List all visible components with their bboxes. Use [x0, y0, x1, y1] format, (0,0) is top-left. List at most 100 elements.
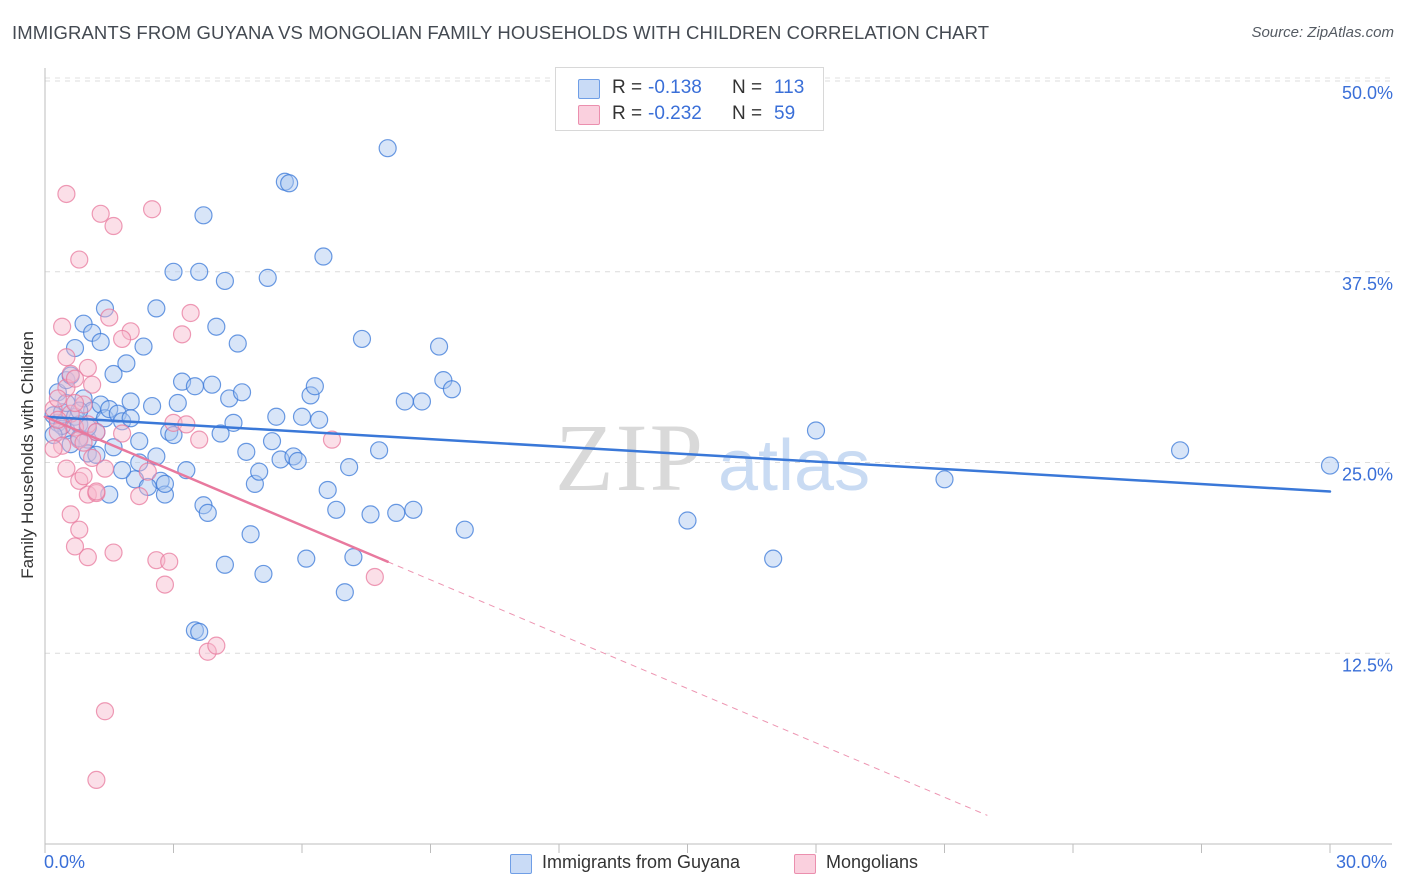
guyana-point [142, 396, 162, 416]
n-value: 113 [774, 77, 805, 98]
mongolians-point [95, 459, 115, 478]
guyana-point [935, 470, 954, 489]
y-axis-title: Family Households with Children [18, 331, 37, 579]
guyana-point [104, 364, 123, 384]
mongolians-point [207, 636, 226, 655]
guyana-point [185, 377, 205, 396]
mongolians-point [104, 216, 123, 236]
correlation-legend: R = -0.138 N = 113 R = -0.232 N = 59 [555, 67, 824, 131]
guyana-point [395, 392, 414, 411]
n-value: 59 [774, 103, 796, 124]
guyana-point [310, 410, 329, 429]
mongolians-point [65, 393, 85, 413]
guyana-point [121, 392, 140, 411]
guyana-point [387, 503, 406, 522]
guyana-point [262, 432, 282, 451]
guyana-point [215, 555, 234, 574]
mongolians-trend-extension [387, 561, 988, 816]
guyana-point [112, 461, 132, 480]
mongolians-point [142, 200, 162, 219]
r-label: R = [612, 77, 643, 98]
bottom-legend-label-guyana: Immigrants from Guyana [542, 852, 741, 872]
guyana-point [340, 458, 359, 477]
mongolians-point [91, 204, 110, 223]
guyana-point [211, 424, 230, 443]
y-tick-label: 25.0% [1342, 465, 1393, 485]
guyana-point [1320, 456, 1340, 475]
mongolians-point [78, 548, 97, 567]
guyana-point [442, 380, 462, 399]
guyana-point [429, 337, 449, 356]
mongolians-point [65, 369, 85, 388]
guyana-point [121, 409, 140, 428]
guyana-point [164, 262, 183, 281]
guyana-point [100, 400, 119, 419]
guyana-point [215, 271, 234, 291]
mongolians-point [57, 348, 76, 367]
guyana-point [254, 564, 273, 584]
guyana-point [361, 505, 380, 524]
guyana-point [335, 583, 354, 602]
mongolians-point [190, 430, 209, 449]
mongolians-point [87, 482, 106, 501]
r-value: -0.138 [648, 77, 702, 98]
guyana-point [207, 317, 226, 336]
mongolians-point [130, 486, 149, 506]
guyana-point [237, 442, 256, 461]
mongolians-point [83, 375, 102, 394]
mongolians-point [104, 543, 123, 562]
guyana-point [344, 548, 363, 567]
guyana-point [370, 441, 389, 460]
mongolians-point [181, 303, 200, 323]
watermark-zip: ZIP [555, 404, 705, 511]
mongolians-point [57, 184, 76, 204]
guyana-point [190, 622, 209, 642]
n-label: N = [732, 103, 763, 124]
guyana-point [301, 386, 320, 405]
bottom-legend-swatch-mongolians [794, 854, 816, 874]
n-label: N = [732, 77, 763, 98]
guyana-point [318, 480, 337, 500]
guyana-point [258, 268, 277, 287]
guyana-point [288, 451, 307, 471]
guyana-point [228, 334, 247, 353]
guyana-point [155, 474, 175, 493]
mongolians-point [48, 389, 67, 408]
watermark-atlas: atlas [718, 426, 870, 506]
source-label: Source: ZipAtlas.com [1251, 24, 1394, 41]
guyana-point [327, 500, 346, 519]
mongolians-point [322, 430, 342, 449]
guyana-point [241, 525, 260, 544]
mongolians-point [87, 770, 106, 790]
y-tick-labels: 12.5% 25.0% 37.5% 50.0% [1342, 83, 1393, 675]
bottom-legend-label-mongolians: Mongolians [826, 852, 919, 872]
guyana-point [198, 503, 217, 522]
guyana-point [404, 500, 423, 519]
guyana-trend-line [43, 415, 1332, 493]
mongolians-point [83, 448, 102, 468]
mongolians-point [44, 439, 63, 458]
mongolians-point [160, 552, 179, 571]
legend-swatch-guyana [578, 79, 600, 99]
mongolians-point [61, 505, 80, 524]
chart-title: IMMIGRANTS FROM GUYANA VS MONGOLIAN FAMI… [12, 22, 990, 43]
mongolians-point [53, 317, 72, 336]
guyana-point [678, 511, 697, 530]
mongolians-point [112, 329, 132, 349]
mongolians-point [74, 467, 93, 486]
guyana-point [155, 485, 175, 504]
guyana-point [168, 393, 187, 413]
legend-swatch-mongolians [578, 105, 600, 125]
trend-lines [43, 415, 1332, 816]
y-tick-label: 12.5% [1342, 655, 1393, 675]
mongolians-point [65, 537, 85, 556]
guyana-point [250, 462, 269, 481]
guyana-point [314, 247, 333, 266]
mongolians-point [172, 325, 192, 344]
guyana-point [292, 407, 312, 426]
guyana-point [352, 329, 372, 349]
guyana-point [806, 421, 826, 440]
guyana-point [91, 332, 110, 352]
guyana-point [1170, 441, 1190, 460]
guyana-point [134, 337, 153, 356]
